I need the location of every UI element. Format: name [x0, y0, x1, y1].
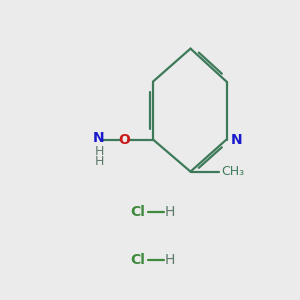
- Text: CH₃: CH₃: [221, 165, 244, 178]
- Text: N: N: [231, 133, 242, 146]
- Text: Cl: Cl: [130, 205, 146, 218]
- Text: O: O: [118, 133, 130, 146]
- Text: H: H: [94, 145, 104, 158]
- Text: H: H: [164, 253, 175, 266]
- Text: H: H: [164, 205, 175, 218]
- Text: N: N: [93, 131, 105, 145]
- Text: Cl: Cl: [130, 253, 146, 266]
- Text: H: H: [94, 154, 104, 168]
